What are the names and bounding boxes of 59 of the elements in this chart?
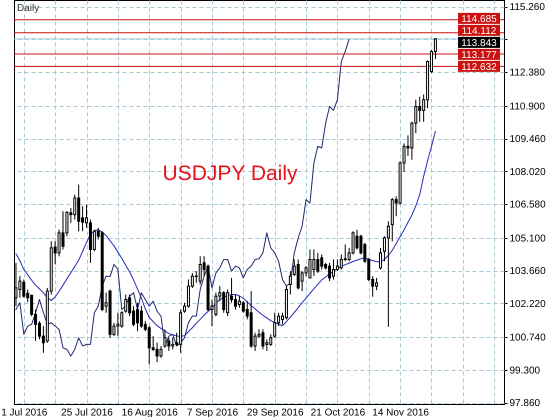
candlestick: [308, 248, 312, 278]
candlestick: [18, 276, 22, 298]
candlestick: [214, 292, 218, 317]
candlestick: [418, 96, 422, 122]
candlestick: [316, 252, 320, 274]
candlestick: [77, 184, 80, 232]
candlestick: [375, 277, 378, 291]
x-tick-label: 14 Nov 2016: [372, 408, 430, 418]
y-tick-label: 115.260: [510, 2, 546, 14]
y-tick-label: 106.580: [510, 200, 546, 211]
candlestick: [73, 194, 76, 220]
candlestick: [186, 279, 190, 308]
y-tick-label: 100.740: [510, 332, 546, 344]
candlestick: [167, 337, 170, 352]
candlestick: [332, 258, 335, 280]
candlestick: [116, 312, 120, 337]
y-tick-label: 99.300: [510, 365, 541, 376]
y-tick-label: 109.460: [510, 134, 546, 146]
annotation: Daily: [17, 3, 40, 14]
y-tick-label: 105.100: [510, 233, 546, 244]
candlestick: [140, 306, 143, 328]
candlestick: [320, 254, 324, 270]
candlestick: [312, 248, 316, 277]
candlestick: [288, 270, 292, 296]
candlestick: [156, 342, 159, 363]
line-series: [15, 38, 350, 356]
x-tick-label: 21 Oct 2016: [310, 408, 366, 418]
candlestick: [328, 262, 332, 282]
candlestick: [379, 247, 382, 270]
candlestick: [171, 337, 174, 350]
candlestick: [234, 294, 237, 310]
ref-line-label: 114.112: [462, 26, 497, 37]
candlestick: [58, 229, 61, 257]
candlestick: [226, 289, 230, 317]
text: USDJPY Daily: [162, 162, 298, 185]
line-series: [15, 130, 436, 337]
y-tick-label: 103.660: [510, 266, 546, 278]
candlestick: [356, 229, 358, 250]
ref-line-label: 113.843: [461, 38, 498, 49]
ref-line-label: 113.177: [461, 50, 498, 61]
y-tick-label: 110.900: [510, 101, 546, 112]
candlestick: [160, 345, 162, 358]
y-tick-label: 102.220: [510, 298, 546, 310]
ref-line-label: 114.685: [461, 14, 498, 25]
candlestick: [296, 258, 300, 290]
candlestick: [163, 328, 166, 348]
candlestick: [62, 210, 64, 250]
y-tick-label: 97.860: [510, 398, 541, 410]
candlestick: [261, 328, 264, 350]
candlestick: [238, 296, 241, 308]
candlestick: [386, 220, 390, 328]
candlestick: [22, 279, 26, 298]
x-tick-label: 25 Jul 2016: [61, 408, 114, 418]
y-tick-label: 112.380: [510, 68, 546, 79]
candlestick: [198, 256, 202, 286]
ref-line-label: 112.632: [461, 62, 498, 73]
x-tick-label: 1 Jul 2016: [1, 408, 48, 418]
candlestick: [136, 302, 139, 332]
y-tick-label: 108.020: [510, 166, 546, 178]
